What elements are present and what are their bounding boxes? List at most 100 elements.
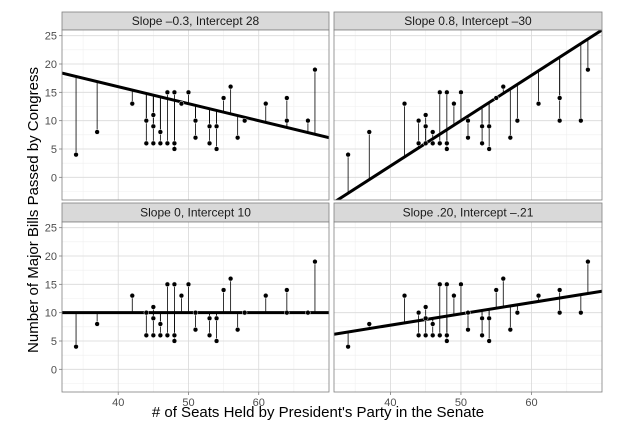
facet-panel: Slope –0.3, Intercept 28 0 5 10 15 20 25 [45,11,330,201]
data-point [150,332,156,338]
data-point [157,129,164,135]
data-point [157,140,164,146]
data-point [451,101,457,107]
data-point [206,140,213,146]
data-point [507,327,513,333]
y-tick-label: 5 [51,336,57,348]
facet-title: Slope 0.8, Intercept –30 [404,14,532,28]
data-point [213,146,220,152]
data-point [150,123,156,129]
data-point [73,344,79,350]
facet-panel: Slope 0, Intercept 10 0 5 10 15 20 25 40 50 60 [45,202,330,409]
panel-data [62,259,329,350]
data-point [535,293,542,299]
data-point [415,140,422,146]
data-point [423,112,429,118]
data-point [437,89,443,95]
data-point [150,112,156,118]
data-point [143,310,149,316]
data-point [444,89,450,95]
data-point [557,95,563,101]
data-point [178,293,185,299]
y-tick-label: 25 [45,31,57,43]
panels-layer: Slope –0.3, Intercept 280510152025Slope … [45,11,603,409]
data-point [430,140,436,146]
data-point [242,310,248,316]
facet-title: Slope 0, Intercept 10 [140,206,251,220]
data-point [220,287,227,293]
data-point [479,140,485,146]
panel-border [333,221,603,393]
data-point [206,332,213,338]
data-point [143,140,149,146]
data-point [437,140,443,146]
data-point [465,327,471,333]
data-point [171,332,178,338]
data-point [242,118,248,124]
data-point [171,281,178,287]
data-point [465,118,471,124]
data-point [500,276,506,282]
data-point [401,101,408,107]
data-point [479,332,485,338]
data-point [220,95,227,101]
data-point [345,152,351,158]
data-point [213,315,220,321]
y-tick-label: 0 [51,172,57,184]
data-point [493,95,499,101]
data-point [171,89,178,95]
data-point [171,338,178,344]
data-point [94,321,100,327]
x-tick-label: 40 [112,397,124,409]
data-point [345,344,351,350]
data-point [479,123,485,129]
data-point [305,310,311,316]
data-point [284,310,290,316]
y-tick-label: 20 [45,59,57,71]
data-point [458,281,464,287]
x-tick-label: 50 [182,397,194,409]
data-point [312,67,318,73]
data-point [465,135,471,141]
data-point [312,259,318,265]
panel-data [62,67,329,158]
data-point [192,135,199,141]
data-point [423,140,429,146]
data-point [507,135,513,141]
data-point [585,259,591,265]
y-tick-label: 15 [45,87,57,99]
data-point [500,84,506,90]
y-axis-title: Number of Major Bills Passed by Congress [25,67,42,353]
x-tick-label: 50 [455,397,467,409]
data-point [444,281,450,287]
data-point [94,129,100,135]
data-point [185,89,192,95]
data-point [192,310,199,316]
panel-border [333,29,603,201]
data-point [192,118,199,124]
plot-background [62,222,329,392]
data-point [143,332,149,338]
data-point [206,123,213,129]
data-point [366,129,372,135]
data-point [164,332,171,338]
x-tick-label: 40 [384,397,396,409]
data-point [129,293,135,299]
data-point [171,140,178,146]
data-point [157,332,164,338]
data-point [284,287,290,293]
panel-data [334,30,602,200]
data-point [366,321,372,327]
data-point [235,327,241,333]
y-tick-label: 0 [51,364,57,376]
data-point [423,332,429,338]
data-point [164,281,171,287]
data-point [227,84,234,90]
data-point [514,310,521,316]
data-point [430,321,436,327]
panel-border [61,29,330,201]
data-point [401,293,408,299]
data-point [423,123,429,129]
data-point [263,293,269,299]
